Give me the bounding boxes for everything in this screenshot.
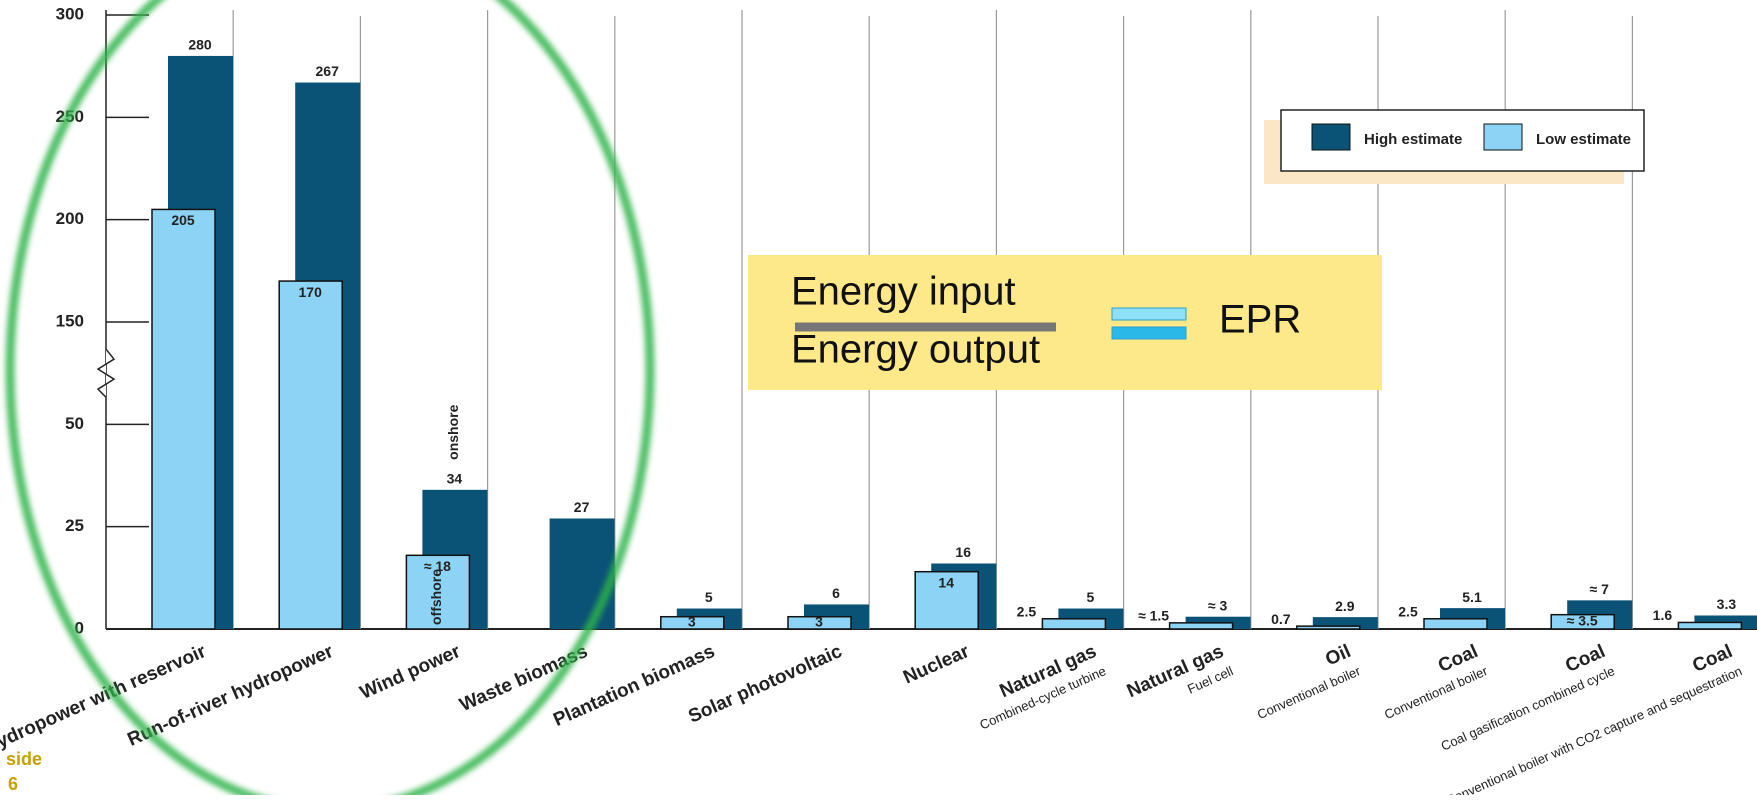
x-tick-label: Nuclear	[900, 641, 973, 689]
value-label: 1.6	[1653, 607, 1673, 623]
legend-swatch	[1311, 123, 1351, 151]
formula-numerator: Energy input	[791, 270, 1016, 314]
bar	[278, 280, 343, 630]
bar	[549, 518, 615, 629]
value-label: 5.1	[1462, 589, 1482, 605]
legend-label: High estimate	[1364, 131, 1462, 148]
value-label: 3	[688, 614, 696, 630]
y-tick-label: 50	[65, 414, 84, 433]
legend-label: Low estimate	[1536, 131, 1631, 148]
bar	[1296, 625, 1361, 630]
value-label: 2.5	[1017, 603, 1037, 619]
value-label: 2.9	[1335, 598, 1355, 614]
bar	[1312, 617, 1378, 629]
bar	[1423, 618, 1488, 630]
value-label: 2.5	[1398, 603, 1418, 619]
x-tick-sublabel: Conventional boiler	[1255, 663, 1363, 722]
footer-text: side	[6, 749, 42, 769]
axis-break	[96, 348, 116, 398]
value-label: ≈ 7	[1590, 581, 1610, 597]
equals-bar	[1111, 326, 1187, 340]
value-label: 14	[938, 574, 954, 590]
value-label: ≈ 18	[424, 558, 451, 574]
y-tick-label: 300	[56, 4, 84, 23]
value-label: 267	[316, 63, 340, 79]
y-tick-label: 0	[75, 618, 84, 637]
formula-result: EPR	[1219, 298, 1301, 342]
annotation: offshore	[428, 569, 444, 625]
value-label: 34	[447, 471, 463, 487]
x-tick-sublabel: Conventional boiler	[1382, 663, 1490, 722]
x-tick-label: Hydropower with reservoir	[0, 641, 210, 758]
formula-denominator: Energy output	[791, 328, 1040, 372]
bar	[787, 615, 852, 630]
value-label: 6	[832, 585, 840, 601]
value-label: 280	[188, 37, 212, 53]
bar	[1168, 622, 1234, 630]
value-label: 3	[815, 614, 823, 630]
y-tick-label: 25	[65, 516, 84, 535]
value-label: 170	[299, 284, 323, 300]
bar	[1550, 613, 1615, 630]
equals-bar	[1111, 307, 1187, 321]
annotation: onshore	[445, 404, 461, 459]
value-label: 5	[705, 589, 713, 605]
value-label: 0.7	[1271, 611, 1291, 627]
value-label: ≈ 3	[1208, 597, 1228, 613]
highlight-ellipse	[5, 0, 655, 800]
bar	[405, 554, 471, 630]
bar	[914, 570, 979, 630]
bar	[151, 208, 216, 630]
value-label: 3.3	[1717, 596, 1737, 612]
value-label: ≈ 1.5	[1138, 608, 1169, 624]
legend-swatch	[1483, 123, 1523, 151]
y-tick-label: 200	[56, 209, 84, 228]
bar	[1041, 618, 1107, 630]
footer-text: 6	[8, 774, 18, 794]
value-label: 27	[574, 499, 590, 515]
value-label: ≈ 3.5	[1567, 613, 1598, 629]
value-label: 16	[955, 544, 971, 560]
legend: High estimate Low estimate	[1311, 123, 1631, 151]
value-label: 5	[1087, 589, 1095, 605]
value-label: 205	[171, 212, 195, 228]
bar	[1677, 621, 1743, 630]
x-tick-label: Wind power	[357, 641, 464, 704]
y-tick-label: 150	[56, 311, 84, 330]
bar	[660, 615, 725, 630]
